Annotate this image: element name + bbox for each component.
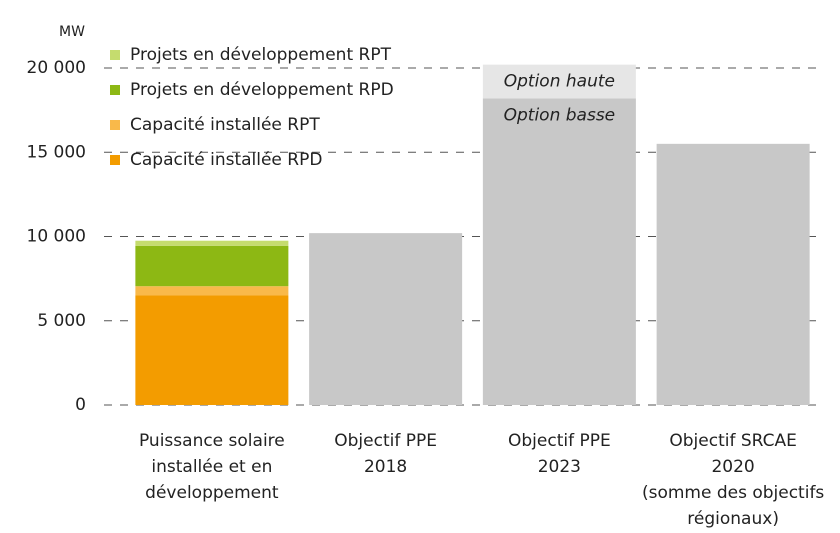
- legend-label: Capacité installée RPD: [130, 150, 322, 170]
- bar-segment: [135, 240, 289, 246]
- y-tick-label: 5 000: [37, 311, 86, 331]
- bar-segment: [482, 64, 636, 99]
- legend-swatch: [110, 120, 120, 130]
- y-tick-label: 0: [75, 395, 86, 415]
- legend-label: Capacité installée RPT: [130, 115, 320, 135]
- legend-swatch: [110, 85, 120, 95]
- annotation: Option basse: [504, 105, 616, 125]
- bar-segment: [656, 143, 810, 405]
- bar-segment: [482, 98, 636, 405]
- y-axis-unit: MW: [59, 24, 85, 40]
- legend-swatch: [110, 50, 120, 60]
- legend-label: Projets en développement RPD: [130, 80, 394, 100]
- y-tick-label: 15 000: [27, 142, 86, 162]
- bar-segment: [309, 233, 463, 405]
- x-tick-label: Objectif SRCAE 2020 (somme des objectifs ré…: [642, 431, 824, 529]
- x-tick-label: Puissance solaire installée et en développ…: [139, 431, 285, 503]
- x-tick-label: Objectif PPE 2023: [508, 431, 611, 477]
- legend-label: Projets en développement RPT: [130, 45, 392, 65]
- bar-segment: [135, 245, 289, 287]
- legend-swatch: [110, 155, 120, 165]
- y-tick-label: 10 000: [27, 227, 86, 247]
- y-tick-label: 20 000: [27, 58, 86, 78]
- x-tick-label: Objectif PPE 2018: [334, 431, 437, 477]
- bar-segment: [135, 286, 289, 296]
- bar-segment: [135, 295, 289, 405]
- annotation: Option haute: [504, 71, 615, 91]
